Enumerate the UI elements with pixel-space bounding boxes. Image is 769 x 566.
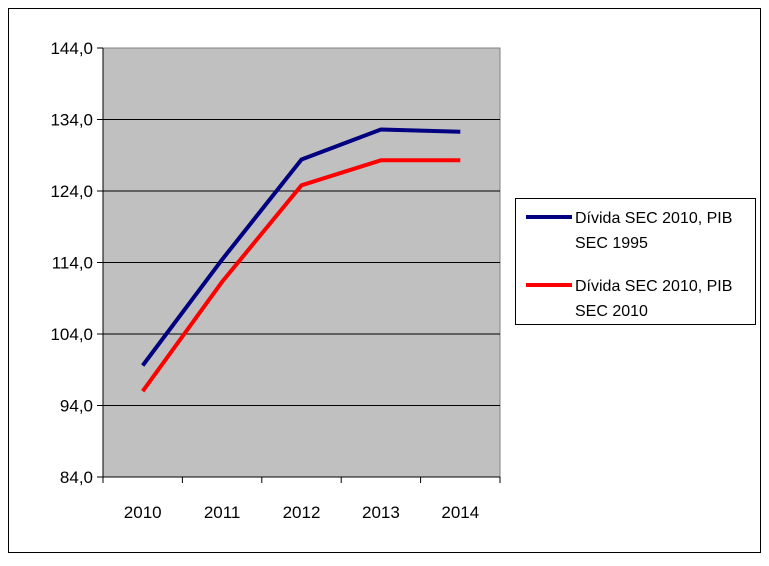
y-tick-label: 114,0 <box>52 254 93 273</box>
series-lines <box>141 127 461 393</box>
series-line-2 <box>141 158 461 393</box>
legend-label: SEC 2010 <box>575 303 648 320</box>
axes: 84,0 94,0 104,0 114,0 124,0 134,0 144,0 2010 201… <box>50 39 501 522</box>
y-tick-label: 84,0 <box>60 468 93 487</box>
x-tick-label: 2013 <box>362 503 400 522</box>
x-tick-label: 2010 <box>124 503 162 522</box>
y-tick-label: 134,0 <box>50 111 93 130</box>
y-tick-label: 104,0 <box>50 325 93 344</box>
x-tick-label: 2012 <box>283 503 321 522</box>
x-tick-label: 2014 <box>441 503 479 522</box>
legend: Dívida SEC 2010, PIB SEC 1995 Dívida SEC 2… <box>515 198 756 325</box>
gridlines <box>103 119 500 406</box>
y-tick-label: 94,0 <box>60 397 93 416</box>
legend-label: Dívida SEC 2010, PIB <box>575 278 732 295</box>
x-tick-label: 2011 <box>204 503 241 522</box>
legend-label: SEC 1995 <box>575 235 648 252</box>
series-line-1 <box>141 127 461 367</box>
legend-label: Dívida SEC 2010, PIB <box>575 210 732 227</box>
y-tick-label: 124,0 <box>50 182 93 201</box>
legend-box <box>515 198 756 325</box>
y-tick-label: 144,0 <box>50 39 93 58</box>
